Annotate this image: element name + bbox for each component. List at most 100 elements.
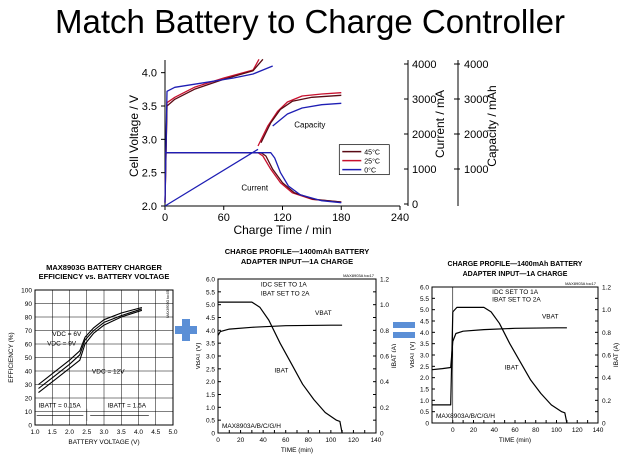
x-tick-label: 1.5 <box>48 429 57 436</box>
annotation-vbat: VBAT <box>542 314 559 321</box>
y2-tick-label: 0.4 <box>380 379 389 386</box>
y-tick-label: 3.5 <box>206 341 215 348</box>
part-label: MAX8903G toc05 <box>166 290 170 318</box>
x-tick-label: 1.0 <box>30 429 39 436</box>
x-tick-label: 80 <box>532 427 540 434</box>
y-tick-label: 6.0 <box>420 285 429 292</box>
current-tick-label: 1000 <box>412 164 436 176</box>
y-tick-label: 1.5 <box>420 387 429 394</box>
y2-tick-label: 1.2 <box>602 285 611 292</box>
x-axis-label: Charge Time / min <box>233 223 331 237</box>
y-tick-label: 3.0 <box>206 354 215 361</box>
annotation-vbat: VBAT <box>315 310 332 317</box>
y-tick-label: 90 <box>25 301 33 308</box>
x-tick-label: 4.0 <box>134 429 143 436</box>
capacity-tick-label: 4000 <box>464 59 488 71</box>
chart-title-line-2: ADAPTER INPUT—1A CHARGE <box>463 271 568 278</box>
y-tick-label: 40 <box>25 369 33 376</box>
top-chart: 2.0 2.5 3.0 3.5 4.0 0 60 120 180 240 Charge Time /… <box>127 58 499 237</box>
annotation-idc: IDC SET TO 1A <box>492 289 539 296</box>
x-tick-label: 5.0 <box>168 429 177 436</box>
y-tick-label: 1.0 <box>206 405 215 412</box>
y-tick-label: 2.0 <box>142 201 157 213</box>
x-tick-label: 3.5 <box>117 429 126 436</box>
x-tick-label: 4.5 <box>151 429 160 436</box>
annotation-vdc12: VDC = 12V <box>92 369 125 376</box>
series-line <box>431 327 567 371</box>
series-capacity <box>260 94 342 143</box>
y2-tick-label: 1.0 <box>380 302 389 309</box>
y-tick-label: 0.5 <box>206 418 215 425</box>
series-line <box>217 324 343 336</box>
y-tick-label: 4.0 <box>142 68 157 80</box>
y-axis-label: EFFICIENCY (%) <box>8 332 15 382</box>
legend-label: 45°C <box>364 149 380 157</box>
legend-label: 25°C <box>364 158 380 166</box>
x-axis-label: TIME (min) <box>281 447 313 454</box>
series-current <box>165 152 342 203</box>
y-tick-label: 30 <box>25 382 33 389</box>
current-tick-label: 4000 <box>412 59 436 71</box>
series-line <box>432 306 568 424</box>
series-capacity-ramp <box>164 148 259 207</box>
y-tick-label: 4.5 <box>206 315 215 322</box>
y-tick-label: 6.0 <box>206 277 215 284</box>
chart-title-line-2: ADAPTER INPUT—1A CHARGE <box>241 257 353 266</box>
series-line <box>38 306 143 385</box>
x-tick-label: 40 <box>491 427 499 434</box>
annotation-ibat: IBAT <box>505 365 519 372</box>
capacity-tick-label: 2000 <box>464 129 488 141</box>
y-tick-label: 4.0 <box>206 328 215 335</box>
x-tick-label: 0 <box>216 437 220 444</box>
current-tick-label: 2000 <box>412 129 436 141</box>
y-tick-label: 20 <box>25 396 33 403</box>
y-tick-label: 5.0 <box>206 302 215 309</box>
y2-axis-label: IBAT (A) <box>613 343 620 367</box>
capacity-tick-label: 1000 <box>464 164 488 176</box>
y2-tick-label: 0.8 <box>380 328 389 335</box>
blue-cross-icon <box>175 319 197 341</box>
part-label: MAX8903A toc17 <box>565 281 597 286</box>
current-annotation: Current <box>241 184 268 193</box>
y-tick-label: 4.5 <box>420 319 429 326</box>
x-tick-label: 180 <box>332 212 350 224</box>
y2-tick-label: 0.2 <box>380 405 389 412</box>
x-tick-label: 60 <box>511 427 519 434</box>
x-axis-label: BATTERY VOLTAGE (V) <box>68 439 139 446</box>
y-tick-label: 1.5 <box>206 392 215 399</box>
x-tick-label: 2.5 <box>82 429 91 436</box>
y2-tick-label: 0.8 <box>602 330 611 337</box>
y-tick-label: 3.0 <box>142 134 157 146</box>
x-tick-label: 3.0 <box>99 429 108 436</box>
x-tick-label: 20 <box>237 437 245 444</box>
series-voltage <box>164 65 273 203</box>
capacity-tick-label: 3000 <box>464 94 488 106</box>
annotation-idc: IDC SET TO 1A <box>261 282 308 289</box>
series-current <box>165 152 342 204</box>
x-tick-label: 120 <box>348 437 359 444</box>
y-tick-label: 2.0 <box>206 379 215 386</box>
series-line <box>38 309 143 394</box>
y2-tick-label: 0 <box>380 431 384 438</box>
series-current <box>165 152 342 203</box>
y-tick-label: 70 <box>25 328 33 335</box>
y2-tick-label: 1.0 <box>602 307 611 314</box>
y2-tick-label: 0 <box>602 421 606 428</box>
y-tick-label: 2.5 <box>420 364 429 371</box>
y-tick-label: 0 <box>211 431 215 438</box>
x-tick-label: 2.0 <box>65 429 74 436</box>
y-tick-label: 3.5 <box>142 101 157 113</box>
y-tick-label: 0.5 <box>420 409 429 416</box>
annotation-vdc6: VDC = 6V <box>52 331 82 338</box>
annotation-ibatt015: IBATT = 0.15A <box>38 402 81 409</box>
x-tick-label: 140 <box>371 437 382 444</box>
annotation-part: MAX8903A/B/C/G/H <box>436 413 495 420</box>
y-tick-label: 80 <box>25 315 33 322</box>
y2-tick-label: 0.6 <box>602 353 611 360</box>
chart-title-line-1: MAX8903G BATTERY CHARGER <box>46 263 162 272</box>
x-tick-label: 0 <box>451 427 455 434</box>
x-tick-label: 140 <box>593 427 604 434</box>
equals-icon <box>393 322 415 338</box>
